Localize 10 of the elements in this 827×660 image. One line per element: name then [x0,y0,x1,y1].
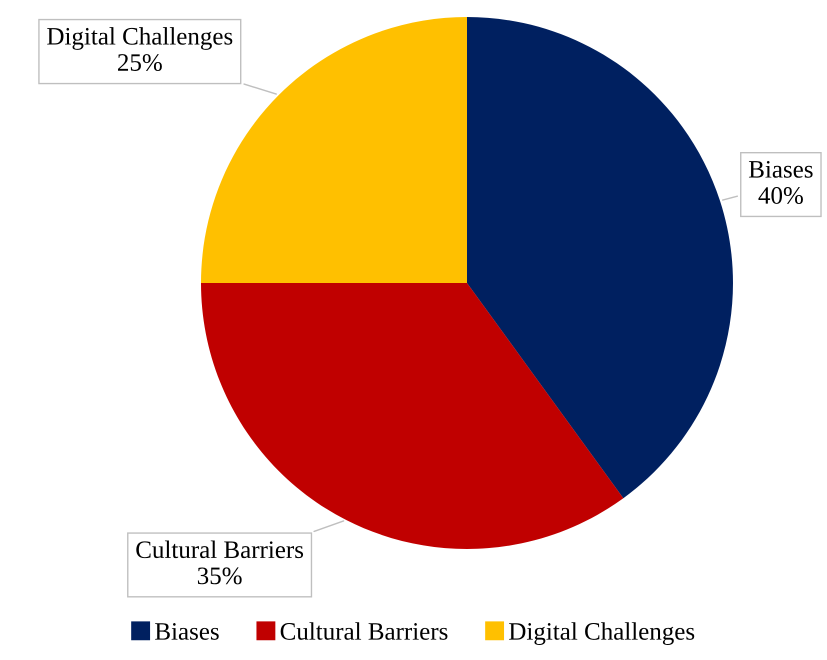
pie-slice [467,17,733,498]
data-label: 35% [198,567,242,584]
legend-label: Digital Challenges [509,622,694,645]
slice-label: Digital Challenges [47,27,232,50]
data-label: 25% [118,54,162,72]
legend-label: Biases [155,623,219,640]
slice-label: Biases [748,160,813,178]
slice-label: Cultural Barriers [136,540,304,558]
data-label: 40% [758,187,803,204]
legend-label: Cultural Barriers [280,622,448,640]
